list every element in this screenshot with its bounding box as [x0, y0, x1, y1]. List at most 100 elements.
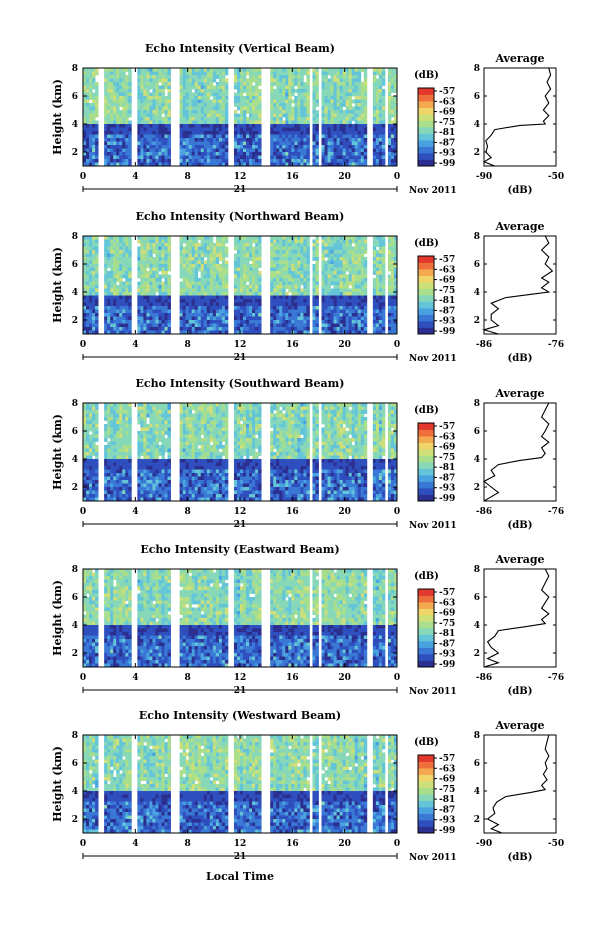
heatmap-cell: [189, 317, 192, 321]
heatmap-cell: [337, 156, 340, 160]
heatmap-cell: [279, 103, 282, 107]
heatmap-cell: [243, 152, 246, 156]
heatmap-cell: [282, 268, 285, 272]
heatmap-cell: [110, 236, 113, 240]
heatmap-cell: [294, 103, 297, 107]
heatmap-cell: [216, 124, 219, 128]
heatmap-cell: [243, 124, 246, 128]
heatmap-cell: [352, 313, 355, 317]
heatmap-cell: [125, 93, 128, 97]
heatmap-cell: [95, 89, 98, 93]
heatmap-cell: [195, 278, 198, 282]
heatmap-cell: [201, 285, 204, 289]
heatmap-cell: [361, 250, 364, 254]
heatmap-cell: [143, 117, 146, 121]
heatmap-cell: [89, 159, 92, 163]
heatmap-cell: [107, 149, 110, 153]
heatmap-cell: [216, 278, 219, 282]
heatmap-cell: [155, 264, 158, 268]
heatmap-cell: [107, 103, 110, 107]
heatmap-cell: [388, 282, 391, 286]
heatmap-cell: [95, 268, 98, 272]
heatmap-cell: [207, 96, 210, 100]
heatmap-cell: [95, 131, 98, 135]
heatmap-cell: [180, 110, 183, 114]
heatmap-cell: [89, 261, 92, 265]
heatmap-cell: [189, 296, 192, 300]
heatmap-cell: [198, 142, 201, 146]
heatmap-cell: [343, 93, 346, 97]
heatmap-cell: [165, 79, 168, 83]
heatmap-cell: [168, 107, 171, 111]
heatmap-cell: [158, 306, 161, 310]
heatmap-cell: [306, 303, 309, 307]
heatmap-cell: [189, 131, 192, 135]
heatmap-cell: [143, 142, 146, 146]
heatmap-cell: [216, 135, 219, 139]
heatmap-cell: [243, 135, 246, 139]
heatmap-cell: [240, 236, 243, 240]
heatmap-cell: [125, 254, 128, 258]
y-axis-label: Height (km): [51, 79, 64, 155]
heatmap-cell: [300, 103, 303, 107]
heatmap-cell: [207, 236, 210, 240]
heatmap-cell: [343, 96, 346, 100]
heatmap-cell: [294, 110, 297, 114]
heatmap-cell: [312, 282, 315, 286]
heatmap-cell: [355, 250, 358, 254]
colorbar-swatch: [418, 269, 434, 276]
heatmap-cell: [143, 86, 146, 90]
heatmap-cell: [110, 310, 113, 314]
heatmap-cell: [104, 96, 107, 100]
heatmap-cell: [243, 289, 246, 293]
heatmap-cell: [180, 68, 183, 72]
heatmap-cell: [306, 110, 309, 114]
heatmap-cell: [331, 121, 334, 125]
heatmap-cell: [198, 152, 201, 156]
heatmap-cell: [116, 261, 119, 265]
heatmap-cell: [343, 282, 346, 286]
heatmap-cell: [322, 324, 325, 328]
heatmap-cell: [95, 142, 98, 146]
heatmap-cell: [273, 72, 276, 76]
heatmap-cell: [113, 152, 116, 156]
heatmap-cell: [152, 285, 155, 289]
heatmap-cell: [113, 159, 116, 163]
heatmap-cell: [328, 131, 331, 135]
heatmap-cell: [107, 250, 110, 254]
heatmap-cell: [125, 79, 128, 83]
heatmap-cell: [391, 296, 394, 300]
heatmap-cell: [168, 156, 171, 160]
heatmap-cell: [373, 296, 376, 300]
heatmap-cell: [237, 124, 240, 128]
heatmap-cell: [92, 247, 95, 251]
heatmap-cell: [364, 282, 367, 286]
heatmap-cell: [349, 121, 352, 125]
heatmap-cell: [95, 156, 98, 160]
heatmap-cell: [113, 261, 116, 265]
heatmap-cell: [270, 327, 273, 331]
heatmap-cell: [152, 68, 155, 72]
heatmap-cell: [207, 149, 210, 153]
heatmap-cell: [379, 285, 382, 289]
heatmap-cell: [86, 257, 89, 261]
heatmap-cell: [201, 261, 204, 265]
heatmap-cell: [349, 247, 352, 251]
heatmap-cell: [137, 271, 140, 275]
heatmap-cell: [373, 100, 376, 104]
heatmap-cell: [346, 107, 349, 111]
heatmap-cell: [376, 103, 379, 107]
heatmap-cell: [210, 156, 213, 160]
heatmap-cell: [234, 275, 237, 279]
heatmap-cell: [165, 320, 168, 324]
heatmap-cell: [282, 128, 285, 132]
heatmap-cell: [158, 243, 161, 247]
heatmap-cell: [219, 324, 222, 328]
heatmap-cell: [352, 285, 355, 289]
heatmap-cell: [258, 317, 261, 321]
heatmap-cell: [288, 254, 291, 258]
colorbar-tick-label: -81: [439, 296, 455, 306]
heatmap-cell: [273, 247, 276, 251]
heatmap-cell: [240, 100, 243, 104]
heatmap-cell: [149, 72, 152, 76]
